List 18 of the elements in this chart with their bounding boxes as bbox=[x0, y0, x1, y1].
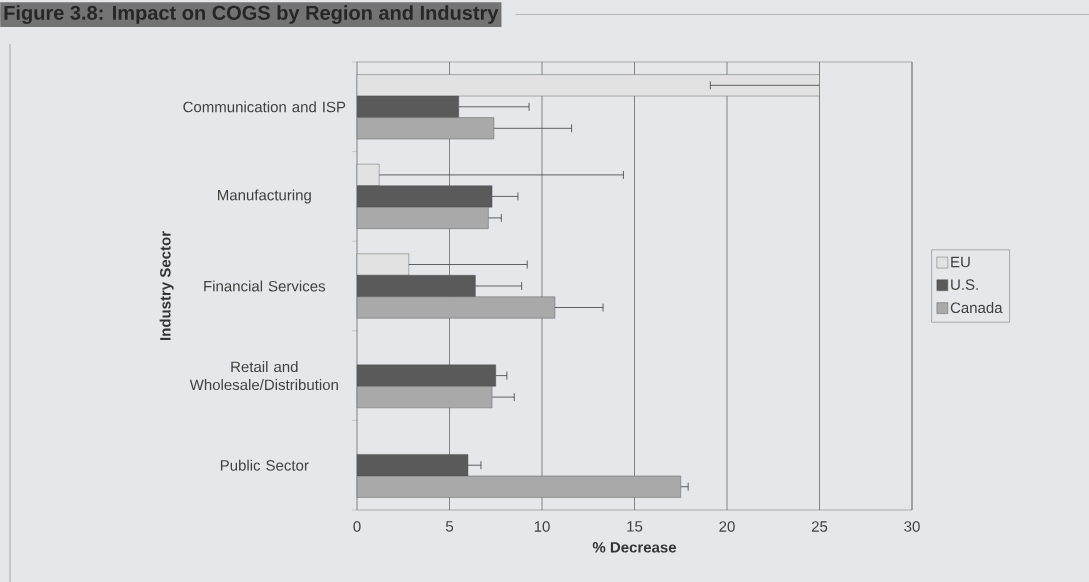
x-axis-title: % Decrease bbox=[592, 542, 677, 553]
y-axis-title: Industry Sector bbox=[159, 231, 174, 341]
x-tick-label: 15 bbox=[627, 521, 643, 532]
x-tick-label: 10 bbox=[534, 521, 550, 532]
x-tick-label: 25 bbox=[811, 521, 828, 532]
y-tick-label: Public Sector bbox=[220, 459, 309, 471]
x-tick-label: 5 bbox=[445, 521, 454, 532]
y-tick-label: Retail and Wholesale/Distribution bbox=[189, 361, 338, 391]
chart-title: Figure 3.8: Impact on COGS by Region and Industry bbox=[4, 5, 499, 24]
x-tick-label: 30 bbox=[904, 521, 920, 532]
y-tick-label: Communication and ISP bbox=[183, 101, 346, 113]
x-tick-label: 20 bbox=[719, 521, 735, 532]
legend-label: Canada bbox=[950, 302, 1003, 314]
y-tick-label: Financial Services bbox=[204, 280, 326, 292]
legend-label: EU bbox=[951, 256, 970, 268]
y-tick-label: Manufacturing bbox=[218, 189, 311, 204]
x-tick-label: 0 bbox=[353, 521, 361, 532]
legend-label: U.S. bbox=[951, 279, 978, 290]
